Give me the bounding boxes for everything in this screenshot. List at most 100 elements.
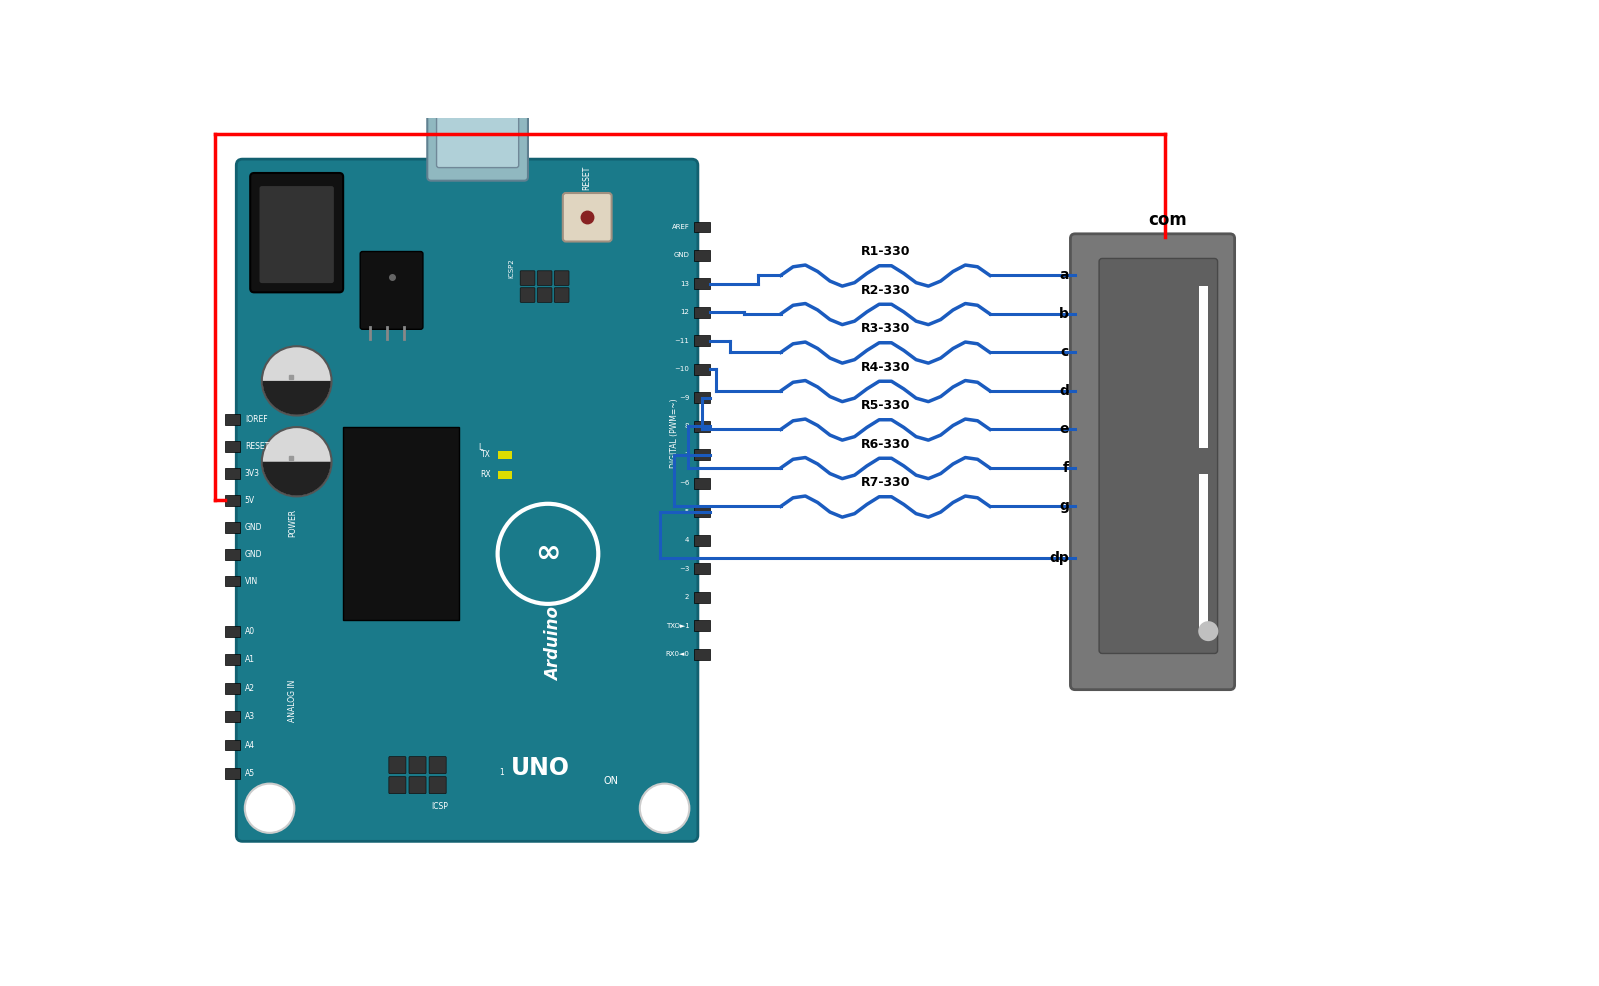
FancyBboxPatch shape — [555, 271, 569, 285]
Bar — [694, 335, 710, 346]
Text: dp: dp — [1049, 551, 1068, 565]
Bar — [1116, 630, 1202, 639]
Bar — [344, 427, 459, 619]
Bar — [224, 522, 240, 532]
FancyBboxPatch shape — [1070, 234, 1234, 689]
Bar — [224, 740, 240, 750]
Text: A0: A0 — [245, 627, 254, 636]
Text: Arduino: Arduino — [545, 607, 563, 681]
Bar — [694, 278, 710, 289]
Text: 12: 12 — [681, 310, 689, 316]
Text: ~3: ~3 — [680, 566, 689, 572]
Bar — [1199, 286, 1209, 448]
FancyBboxPatch shape — [389, 756, 406, 774]
Text: RESET: RESET — [245, 442, 269, 451]
Bar — [694, 507, 710, 518]
Bar — [694, 392, 710, 403]
Bar — [224, 576, 240, 587]
Text: c: c — [1060, 345, 1068, 360]
Text: DIGITAL (PWM=~): DIGITAL (PWM=~) — [670, 398, 680, 468]
Bar — [694, 250, 710, 260]
Bar — [1199, 474, 1209, 636]
FancyBboxPatch shape — [360, 251, 422, 329]
Text: GND: GND — [245, 523, 262, 531]
Bar — [224, 768, 240, 779]
Text: 5V: 5V — [245, 496, 254, 505]
Bar — [224, 468, 240, 478]
Text: 1: 1 — [499, 768, 504, 777]
FancyBboxPatch shape — [259, 186, 334, 283]
FancyBboxPatch shape — [555, 288, 569, 303]
Circle shape — [262, 427, 331, 496]
Text: UNO: UNO — [510, 756, 569, 780]
Text: L: L — [478, 443, 483, 452]
Circle shape — [262, 346, 331, 415]
Text: ∞: ∞ — [536, 539, 561, 568]
Text: 3V3: 3V3 — [245, 468, 259, 478]
Text: R4-330: R4-330 — [860, 361, 910, 374]
Bar — [224, 626, 240, 637]
FancyBboxPatch shape — [1099, 258, 1217, 654]
Bar — [694, 592, 710, 602]
Text: g: g — [1059, 499, 1068, 514]
FancyBboxPatch shape — [520, 271, 536, 285]
Bar — [694, 620, 710, 631]
FancyBboxPatch shape — [249, 173, 344, 292]
Text: 4: 4 — [684, 537, 689, 543]
Bar — [694, 563, 710, 574]
Text: ~6: ~6 — [680, 480, 689, 486]
Bar — [224, 495, 240, 506]
Bar — [224, 441, 240, 452]
Text: R5-330: R5-330 — [860, 399, 910, 412]
Bar — [224, 655, 240, 665]
Text: ON: ON — [603, 776, 619, 786]
Text: ICSP: ICSP — [432, 802, 448, 811]
Text: RX: RX — [481, 469, 491, 479]
Text: A5: A5 — [245, 769, 254, 778]
Text: A4: A4 — [245, 740, 254, 749]
FancyBboxPatch shape — [429, 756, 446, 774]
Wedge shape — [262, 381, 331, 415]
Text: A1: A1 — [245, 655, 254, 665]
Wedge shape — [262, 461, 331, 496]
Text: R1-330: R1-330 — [860, 246, 910, 258]
Text: VIN: VIN — [245, 577, 257, 586]
Text: 13: 13 — [680, 281, 689, 287]
FancyBboxPatch shape — [429, 777, 446, 794]
Text: RESET: RESET — [582, 166, 592, 190]
Bar — [694, 534, 710, 545]
Text: TXO►1: TXO►1 — [665, 623, 689, 629]
Text: R7-330: R7-330 — [860, 476, 910, 489]
Text: RX0◄0: RX0◄0 — [665, 651, 689, 658]
Bar — [1116, 271, 1202, 281]
Text: ICSP2: ICSP2 — [508, 259, 515, 278]
FancyBboxPatch shape — [427, 89, 528, 180]
Text: b: b — [1059, 307, 1068, 320]
Circle shape — [640, 784, 689, 833]
Bar — [694, 307, 710, 317]
Text: ~5: ~5 — [680, 509, 689, 515]
Text: R6-330: R6-330 — [860, 438, 910, 451]
FancyBboxPatch shape — [237, 159, 697, 841]
Bar — [1110, 474, 1119, 636]
Text: GND: GND — [673, 252, 689, 258]
Text: A2: A2 — [245, 683, 254, 692]
Circle shape — [245, 784, 294, 833]
Text: d: d — [1059, 384, 1068, 398]
FancyBboxPatch shape — [537, 271, 552, 285]
FancyBboxPatch shape — [409, 756, 425, 774]
Text: TX: TX — [481, 450, 491, 458]
Text: ~10: ~10 — [675, 367, 689, 373]
Text: R3-330: R3-330 — [860, 322, 910, 335]
Text: com: com — [1148, 211, 1188, 229]
FancyBboxPatch shape — [537, 288, 552, 303]
Text: 8: 8 — [684, 423, 689, 429]
Text: ANALOG IN: ANALOG IN — [288, 679, 297, 722]
Bar — [497, 451, 512, 458]
Bar — [224, 414, 240, 425]
Bar — [694, 649, 710, 660]
Bar — [1116, 451, 1202, 459]
Bar — [497, 471, 512, 479]
Text: AREF: AREF — [672, 224, 689, 230]
Text: 7: 7 — [684, 452, 689, 458]
